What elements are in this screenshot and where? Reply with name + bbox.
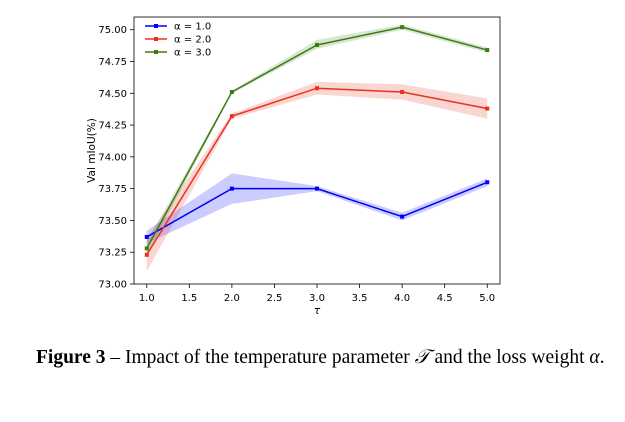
point-series-1-3	[315, 186, 319, 191]
point-series-1-5	[485, 180, 490, 185]
legend-label-3: α = 3.0	[174, 48, 211, 59]
caption-tau-symbol: 𝒯	[414, 347, 430, 368]
x-tick-label-6: 3.5	[352, 293, 368, 304]
line-series-2	[146, 87, 488, 256]
point-series-1-1	[144, 234, 149, 239]
point-series-1-2	[229, 186, 234, 191]
caption-dash: –	[105, 347, 126, 368]
point-series-2-4	[400, 90, 405, 95]
series-lines	[144, 25, 490, 257]
x-tick-label-9: 5.0	[479, 293, 495, 304]
y-tick-label-5: 74.00	[98, 152, 127, 163]
legend: α = 1.0 α = 2.0 α = 3.0	[145, 22, 211, 59]
legend-marker-3	[154, 50, 158, 54]
y-tick-label-2: 73.25	[98, 248, 127, 259]
x-tick-label-3: 2.0	[224, 293, 240, 304]
axes: 1.0 1.5 2.0 2.5 3.0 3.5 4.0 4.5 5.0 73.00 73.25 73.…	[86, 16, 501, 317]
point-series-3-2	[229, 90, 234, 95]
point-series-1-4	[400, 214, 405, 219]
figure-caption: Figure 3 – Impact of the temperature par…	[36, 346, 606, 370]
legend-label-2: α = 2.0	[174, 35, 211, 46]
caption-text-before: Impact of the temperature parameter	[125, 347, 415, 368]
point-series-3-5	[485, 48, 490, 53]
point-series-3-1	[144, 246, 149, 251]
caption-text-end: .	[599, 347, 605, 368]
x-tick-label-1: 1.0	[139, 293, 155, 304]
x-axis-label: τ	[314, 305, 321, 317]
legend-marker-1	[154, 24, 158, 28]
y-tick-label-6: 74.25	[98, 121, 127, 132]
point-series-3-3	[315, 42, 319, 47]
band-series-1	[146, 173, 488, 244]
x-tick-label-7: 4.0	[394, 293, 410, 304]
y-tick-label-7: 74.50	[98, 89, 127, 100]
legend-marker-2	[154, 37, 158, 41]
point-series-2-3	[315, 86, 319, 91]
point-series-2-1	[144, 252, 149, 257]
x-tick-label-4: 2.5	[266, 293, 282, 304]
x-tick-label-5: 3.0	[309, 293, 325, 304]
caption-alpha-symbol: α	[589, 347, 600, 368]
legend-label-1: α = 1.0	[174, 22, 211, 33]
y-tick-label-8: 74.75	[98, 57, 127, 68]
y-tick-label-3: 73.50	[98, 216, 127, 227]
x-tick-label-8: 4.5	[437, 293, 453, 304]
y-axis-label: Val mIoU(%)	[86, 118, 98, 183]
point-series-2-2	[229, 114, 234, 119]
line-chart: 1.0 1.5 2.0 2.5 3.0 3.5 4.0 4.5 5.0 73.00 73.25 73.…	[86, 16, 501, 317]
point-series-2-5	[485, 106, 490, 111]
y-tick-label-4: 73.75	[98, 184, 127, 195]
point-series-3-4	[400, 25, 405, 30]
band-series-3	[146, 24, 488, 255]
y-tick-label-9: 75.00	[98, 25, 127, 36]
caption-text-middle: and the loss weight	[429, 347, 590, 368]
y-tick-label-1: 73.00	[98, 280, 127, 291]
x-tick-label-2: 1.5	[181, 293, 197, 304]
confidence-bands	[146, 24, 488, 272]
caption-label: Figure 3	[36, 347, 106, 368]
band-series-2	[146, 81, 488, 272]
